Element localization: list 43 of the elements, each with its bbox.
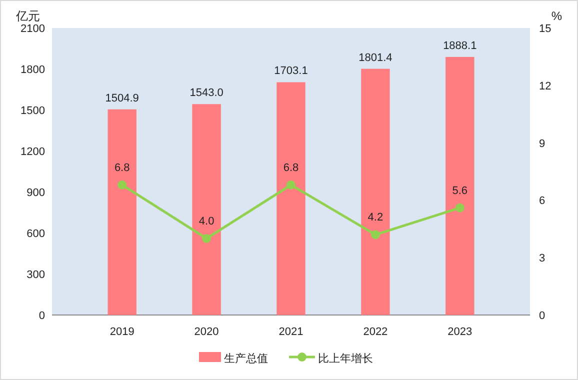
y-tick-label: 900 (26, 187, 45, 199)
x-tick-label: 2020 (194, 326, 219, 338)
data-label: 4.2 (368, 212, 384, 224)
y2-tick-label: 15 (539, 23, 552, 35)
y2-tick-label: 6 (539, 195, 546, 208)
y-axis-title: 亿元 (15, 9, 40, 23)
y-tick-label: 2100 (20, 23, 45, 35)
y-tick-label: 1200 (20, 146, 45, 158)
bar (276, 82, 306, 315)
y-tick-label: 0 (38, 310, 45, 322)
y2-tick-label: 3 (539, 252, 546, 265)
point (455, 203, 464, 212)
y2-tick-label: 0 (539, 310, 546, 322)
x-tick-label: 2023 (448, 326, 472, 338)
data-label: 6.8 (114, 162, 130, 174)
point (370, 230, 380, 240)
point (118, 180, 127, 190)
data-label: 1801.4 (358, 52, 392, 64)
y2-tick-label: 12 (539, 80, 552, 92)
data-label: 1543.0 (190, 87, 224, 100)
bar (192, 104, 221, 315)
y-tick-label: 300 (26, 269, 45, 281)
x-tick-label: 2019 (110, 326, 134, 338)
x-tick-label: 2021 (278, 326, 304, 338)
point (202, 234, 212, 243)
y-tick-label: 600 (26, 228, 45, 240)
data-label: 4.0 (198, 215, 214, 228)
legend-label: 生产总值 (224, 352, 268, 365)
y-tick-label: 1500 (20, 105, 45, 117)
bar (361, 68, 390, 315)
y2-axis-title: % (551, 9, 562, 23)
data-label: 1888.1 (443, 40, 477, 52)
data-label: 6.8 (283, 162, 299, 174)
legend-label: 比上年增长 (318, 352, 373, 365)
y-tick-label: 1800 (20, 64, 45, 76)
bar (108, 109, 136, 315)
bar (446, 56, 474, 315)
data-label: 1504.9 (105, 92, 139, 104)
data-label: 1703.1 (274, 65, 308, 78)
data-label: 5.6 (452, 184, 468, 197)
y2-tick-label: 9 (539, 138, 546, 150)
point (286, 180, 296, 190)
x-tick-label: 2022 (363, 326, 388, 338)
